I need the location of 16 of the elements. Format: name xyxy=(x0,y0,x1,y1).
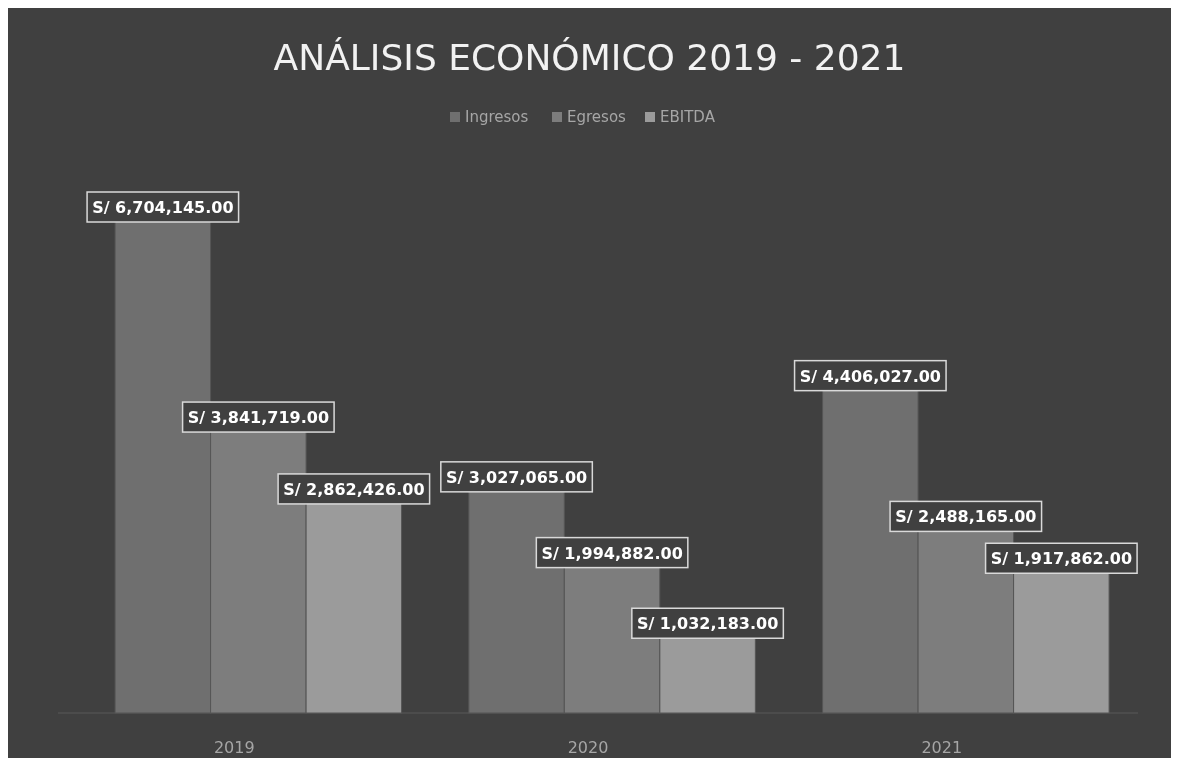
x-tick-label: 2019 xyxy=(213,738,255,757)
data-label: S/ 3,841,719.00 xyxy=(187,408,330,428)
chart-title: ANÁLISIS ECONÓMICO 2019 - 2021 xyxy=(273,37,906,78)
data-label: S/ 2,862,426.00 xyxy=(283,479,425,499)
x-tick-label: 2021 xyxy=(921,738,963,757)
legend-label: Ingresos xyxy=(465,108,529,126)
data-label: S/ 1,917,862.00 xyxy=(990,549,1133,569)
data-label: S/ 6,704,145.00 xyxy=(92,198,234,217)
data-label: S/ 4,406,027.00 xyxy=(799,366,941,386)
data-label: S/ 2,488,165.00 xyxy=(895,507,1037,527)
legend-label: EBITDA xyxy=(660,108,716,126)
data-label: S/ 1,994,882.00 xyxy=(541,543,683,563)
x-tick-label: 2020 xyxy=(567,738,609,757)
data-label: S/ 1,032,183.00 xyxy=(636,614,779,634)
data-label: S/ 3,027,065.00 xyxy=(445,467,588,487)
legend-label: Egresos xyxy=(567,108,627,126)
